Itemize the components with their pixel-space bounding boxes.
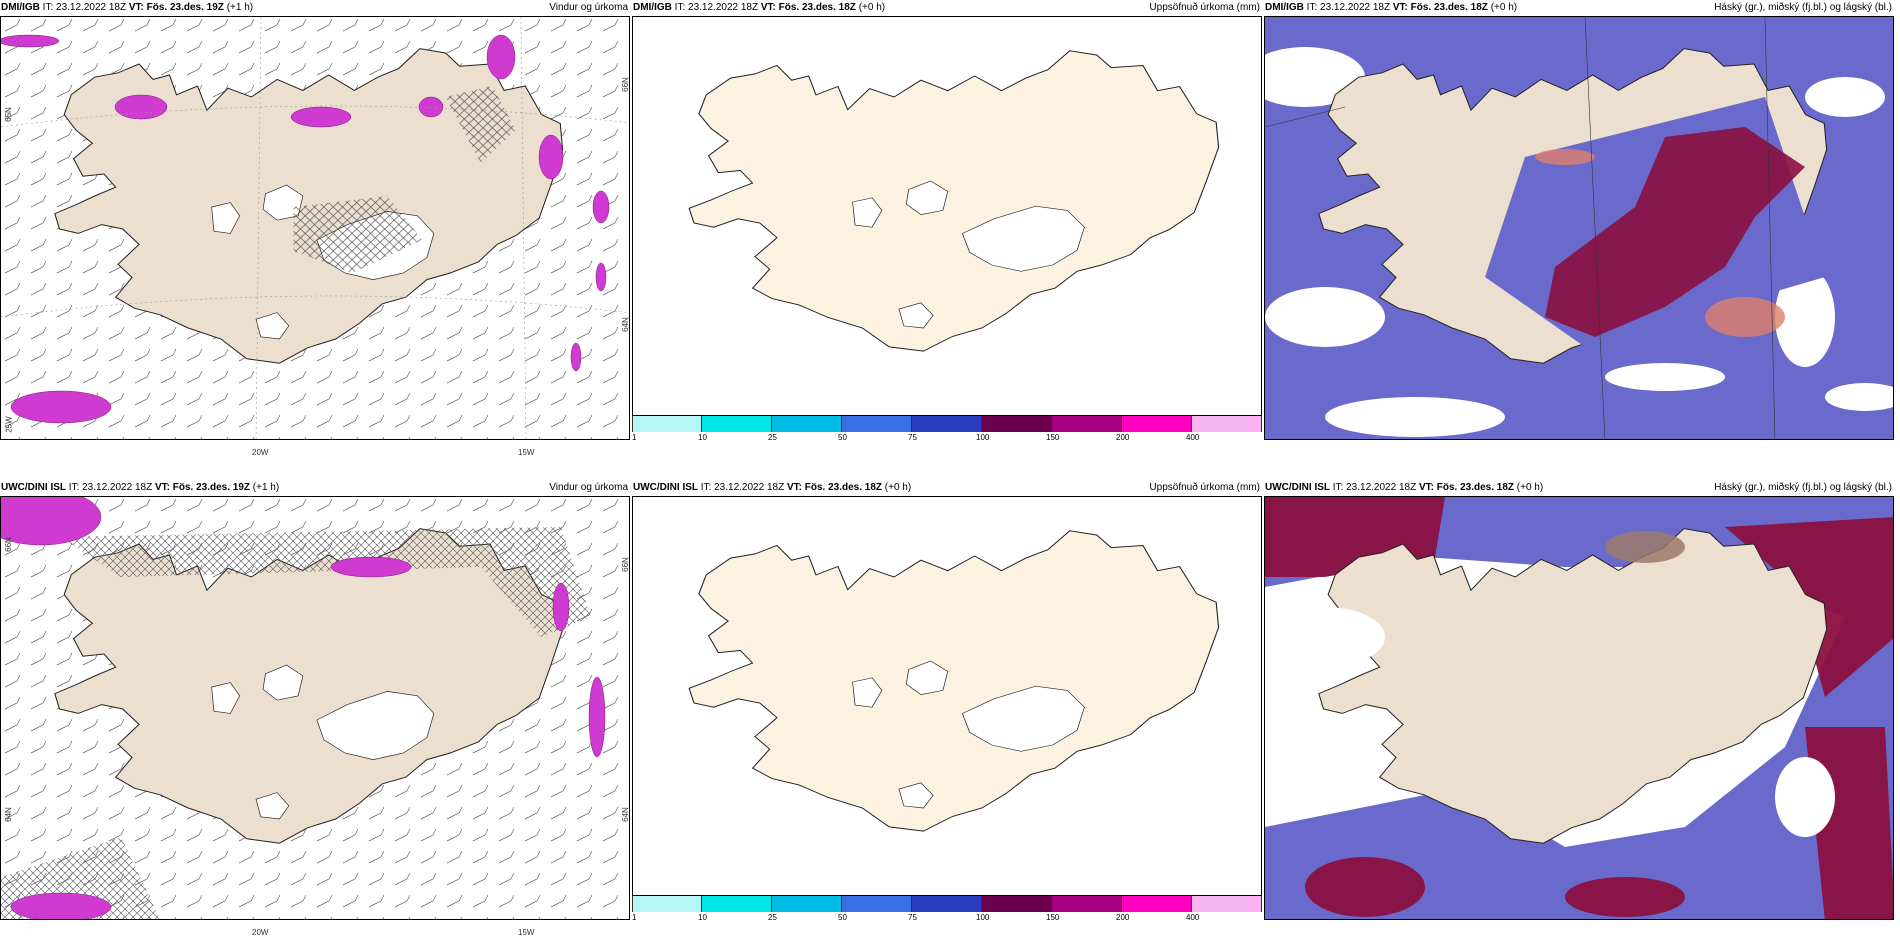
panel-uwc-clouds: UWC/DINI ISL IT: 23.12.2022 18Z VT: Fös.… <box>1264 480 1894 938</box>
lat-label-65n: 65N <box>3 107 13 122</box>
map-wind-precip: 20W <box>0 16 630 440</box>
model-name: DMI/IGB <box>1 2 40 13</box>
lon-label-15w: 15W <box>518 448 535 457</box>
precip-areas <box>1 34 610 424</box>
panel-dmi-clouds: DMI/IGB IT: 23.12.2022 18Z VT: Fös. 23.d… <box>1264 0 1894 458</box>
map-accum-precip <box>632 496 1262 896</box>
panel-dmi-accum-precip: DMI/IGB IT: 23.12.2022 18Z VT: Fös. 23.d… <box>632 0 1262 458</box>
colorbar: 1 10 25 50 75 100 150 200 400 <box>632 896 1262 922</box>
colorbar: 1 10 25 50 75 100 150 200 400 <box>632 416 1262 442</box>
map-accum-precip <box>632 16 1262 416</box>
lat-label-64n: 64N <box>620 317 630 332</box>
map-wind-precip <box>0 496 630 920</box>
panel-title: DMI/IGB IT: 23.12.2022 18Z VT: Fös. 23.d… <box>633 2 1260 13</box>
panel-title: UWC/DINI ISL IT: 23.12.2022 18Z VT: Fös.… <box>1265 482 1892 493</box>
panel-title: DMI/IGB IT: 23.12.2022 18Z VT: Fös. 23.d… <box>1265 2 1892 13</box>
valid-time: Fös. 23.des. 19Z <box>146 2 224 13</box>
panel-uwc-accum-precip: UWC/DINI ISL IT: 23.12.2022 18Z VT: Fös.… <box>632 480 1262 938</box>
panel-uwc-wind-precip: UWC/DINI ISL IT: 23.12.2022 18Z VT: Fös.… <box>0 480 630 938</box>
map-clouds <box>1264 496 1894 920</box>
field-name: Vindur og úrkoma <box>549 2 628 13</box>
map-clouds <box>1264 16 1894 440</box>
lat-label-66n: 66N <box>620 77 630 92</box>
low-cloud-area <box>1545 127 1805 337</box>
lon-label-20w: 20W <box>252 448 269 457</box>
lead-time: (+1 h) <box>226 2 254 13</box>
init-time: 23.12.2022 18Z <box>56 2 127 13</box>
panel-title: DMI/IGB IT: 23.12.2022 18Z VT: Fös. 23.d… <box>0 0 630 16</box>
panel-title: UWC/DINI ISL IT: 23.12.2022 18Z VT: Fös.… <box>1 482 628 493</box>
lon-label-25w: 25W <box>4 416 14 433</box>
panel-title: UWC/DINI ISL IT: 23.12.2022 18Z VT: Fös.… <box>633 482 1260 493</box>
panel-dmi-wind-precip: DMI/IGB IT: 23.12.2022 18Z VT: Fös. 23.d… <box>0 0 630 458</box>
